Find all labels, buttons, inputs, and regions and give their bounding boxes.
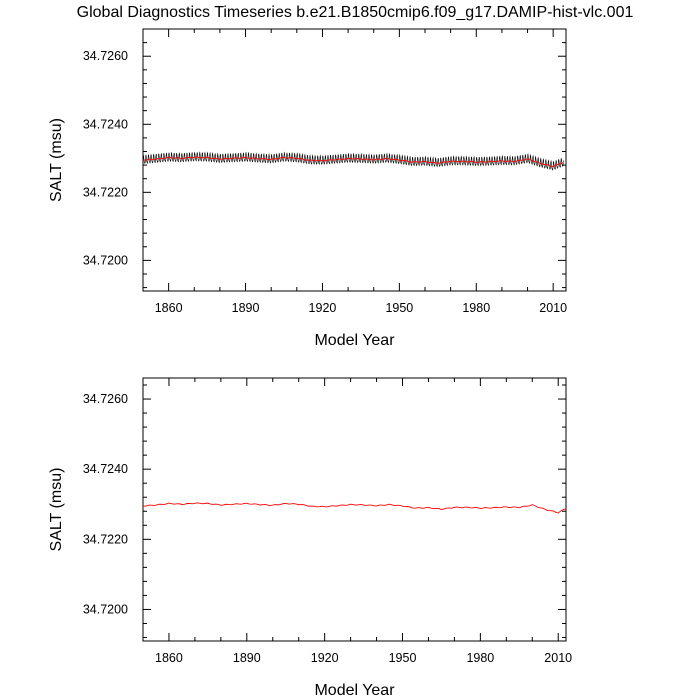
x-tick-label: 1920 bbox=[311, 651, 339, 665]
x-tick-label: 1950 bbox=[389, 651, 417, 665]
chart-panel-1: 1860 1890 1920 1950 1980 2010 34.7200 34.7220 34… bbox=[48, 28, 567, 349]
x-tick-label: 1920 bbox=[309, 301, 337, 315]
y-axis-label: SALT (msu) bbox=[48, 468, 65, 552]
y-tick-label: 34.7240 bbox=[83, 462, 128, 476]
x-tick-label: 1890 bbox=[233, 651, 261, 665]
page-title: Global Diagnostics Timeseries b.e21.B185… bbox=[77, 4, 634, 21]
series-line-1 bbox=[142, 502, 567, 514]
y-tick-label: 34.7220 bbox=[83, 532, 128, 546]
y-tick-label: 34.7200 bbox=[83, 253, 128, 267]
plot-frame bbox=[142, 377, 567, 642]
y-tick-label: 34.7220 bbox=[83, 185, 128, 199]
series-line-1 bbox=[142, 151, 564, 171]
y-tick-label: 34.7200 bbox=[83, 602, 128, 616]
y-tick-label: 34.7260 bbox=[83, 49, 128, 63]
x-axis-label: Model Year bbox=[314, 332, 395, 349]
x-tick-label: 1950 bbox=[385, 301, 413, 315]
x-tick-label: 1980 bbox=[466, 651, 494, 665]
y-tick-label: 34.7260 bbox=[83, 392, 128, 406]
x-tick-label: 2010 bbox=[539, 301, 567, 315]
x-tick-label: 1860 bbox=[155, 651, 183, 665]
chart-panel-2: 1860 1890 1920 1950 1980 2010 34.7200 34.7220 34… bbox=[48, 377, 572, 699]
y-axis-label: SALT (msu) bbox=[48, 118, 65, 202]
x-tick-label: 1860 bbox=[155, 301, 183, 315]
y-tick-label: 34.7240 bbox=[83, 117, 128, 131]
plot-frame bbox=[142, 28, 567, 292]
x-tick-label: 2010 bbox=[544, 651, 572, 665]
x-axis-label: Model Year bbox=[314, 682, 395, 699]
series-line-2 bbox=[142, 156, 564, 168]
x-tick-label: 1890 bbox=[232, 301, 260, 315]
x-tick-label: 1980 bbox=[462, 301, 490, 315]
